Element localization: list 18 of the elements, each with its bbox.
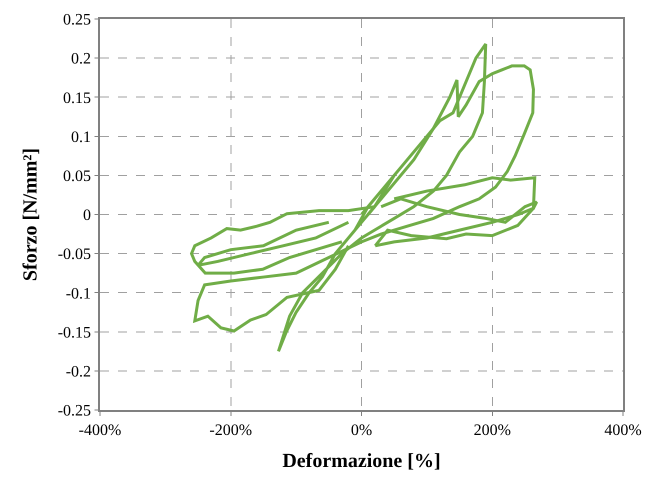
- y-tick-label: -0.25: [58, 402, 92, 420]
- x-tick-label: 0%: [350, 422, 372, 439]
- x-tick-label: -400%: [78, 422, 122, 439]
- y-axis-title: Sforzo [N/mm²]: [20, 148, 42, 282]
- y-tick-label: 0: [83, 207, 92, 224]
- x-axis-title: Deformazione [%]: [282, 450, 441, 472]
- y-tick-label: 0.1: [71, 128, 92, 146]
- y-tick-label: -0.2: [66, 364, 92, 380]
- y-tick-label: -0.05: [58, 246, 92, 264]
- y-tick-label: 0.15: [63, 90, 92, 107]
- x-tick-label: 200%: [474, 422, 511, 439]
- y-tick-label: 0.05: [63, 168, 92, 185]
- y-tick-label: 0.2: [71, 50, 92, 68]
- x-tick-label: 400%: [604, 422, 642, 439]
- y-tick-label: -0.15: [58, 324, 92, 342]
- x-tick-label: -200%: [209, 422, 252, 439]
- y-tick-label: 0.25: [63, 12, 92, 29]
- y-tick-label: -0.1: [66, 285, 92, 302]
